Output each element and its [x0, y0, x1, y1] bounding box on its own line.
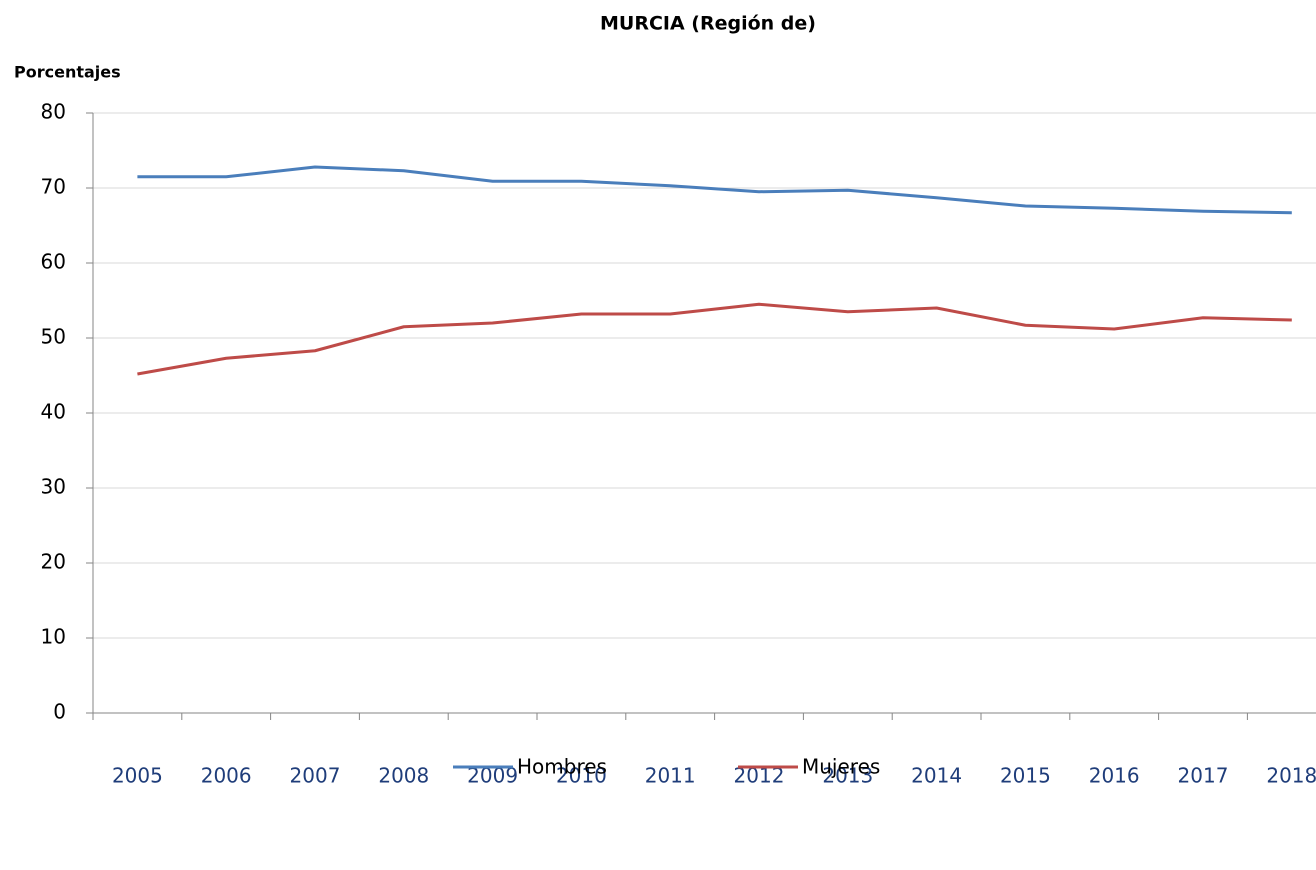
x-tick-label: 2011 [645, 764, 696, 788]
x-tick-label: 2015 [1000, 764, 1051, 788]
x-tick-label: 2018 [1266, 764, 1316, 788]
x-tick-label: 2010 [556, 764, 607, 788]
y-tick-label: 50 [41, 325, 66, 349]
x-tick-label: 2006 [201, 764, 252, 788]
x-tick-label: 2014 [911, 764, 962, 788]
x-tick-label: 2005 [112, 764, 163, 788]
series-line [137, 302, 1292, 376]
y-tick-label: 60 [41, 250, 66, 274]
y-tick-label: 0 [53, 700, 66, 724]
x-tick-label: 2017 [1178, 764, 1229, 788]
y-tick-label: 10 [41, 625, 66, 649]
legend-label: Hombres [517, 755, 607, 779]
x-tick-label: 2007 [290, 764, 341, 788]
legend-label: Mujeres [802, 755, 880, 779]
y-tick-label: 30 [41, 475, 66, 499]
y-tick-label: 70 [41, 175, 66, 199]
y-tick-label: 40 [41, 400, 66, 424]
y-tick-label: 20 [41, 550, 66, 574]
x-tick-label: 2013 [822, 764, 873, 788]
chart-title: MURCIA (Región de) [600, 13, 816, 35]
y-axis-label: Porcentajes [14, 63, 121, 82]
series-line [137, 165, 1292, 215]
x-tick-label: 2008 [378, 764, 429, 788]
y-tick-label: 80 [41, 100, 66, 124]
x-tick-label: 2016 [1089, 764, 1140, 788]
